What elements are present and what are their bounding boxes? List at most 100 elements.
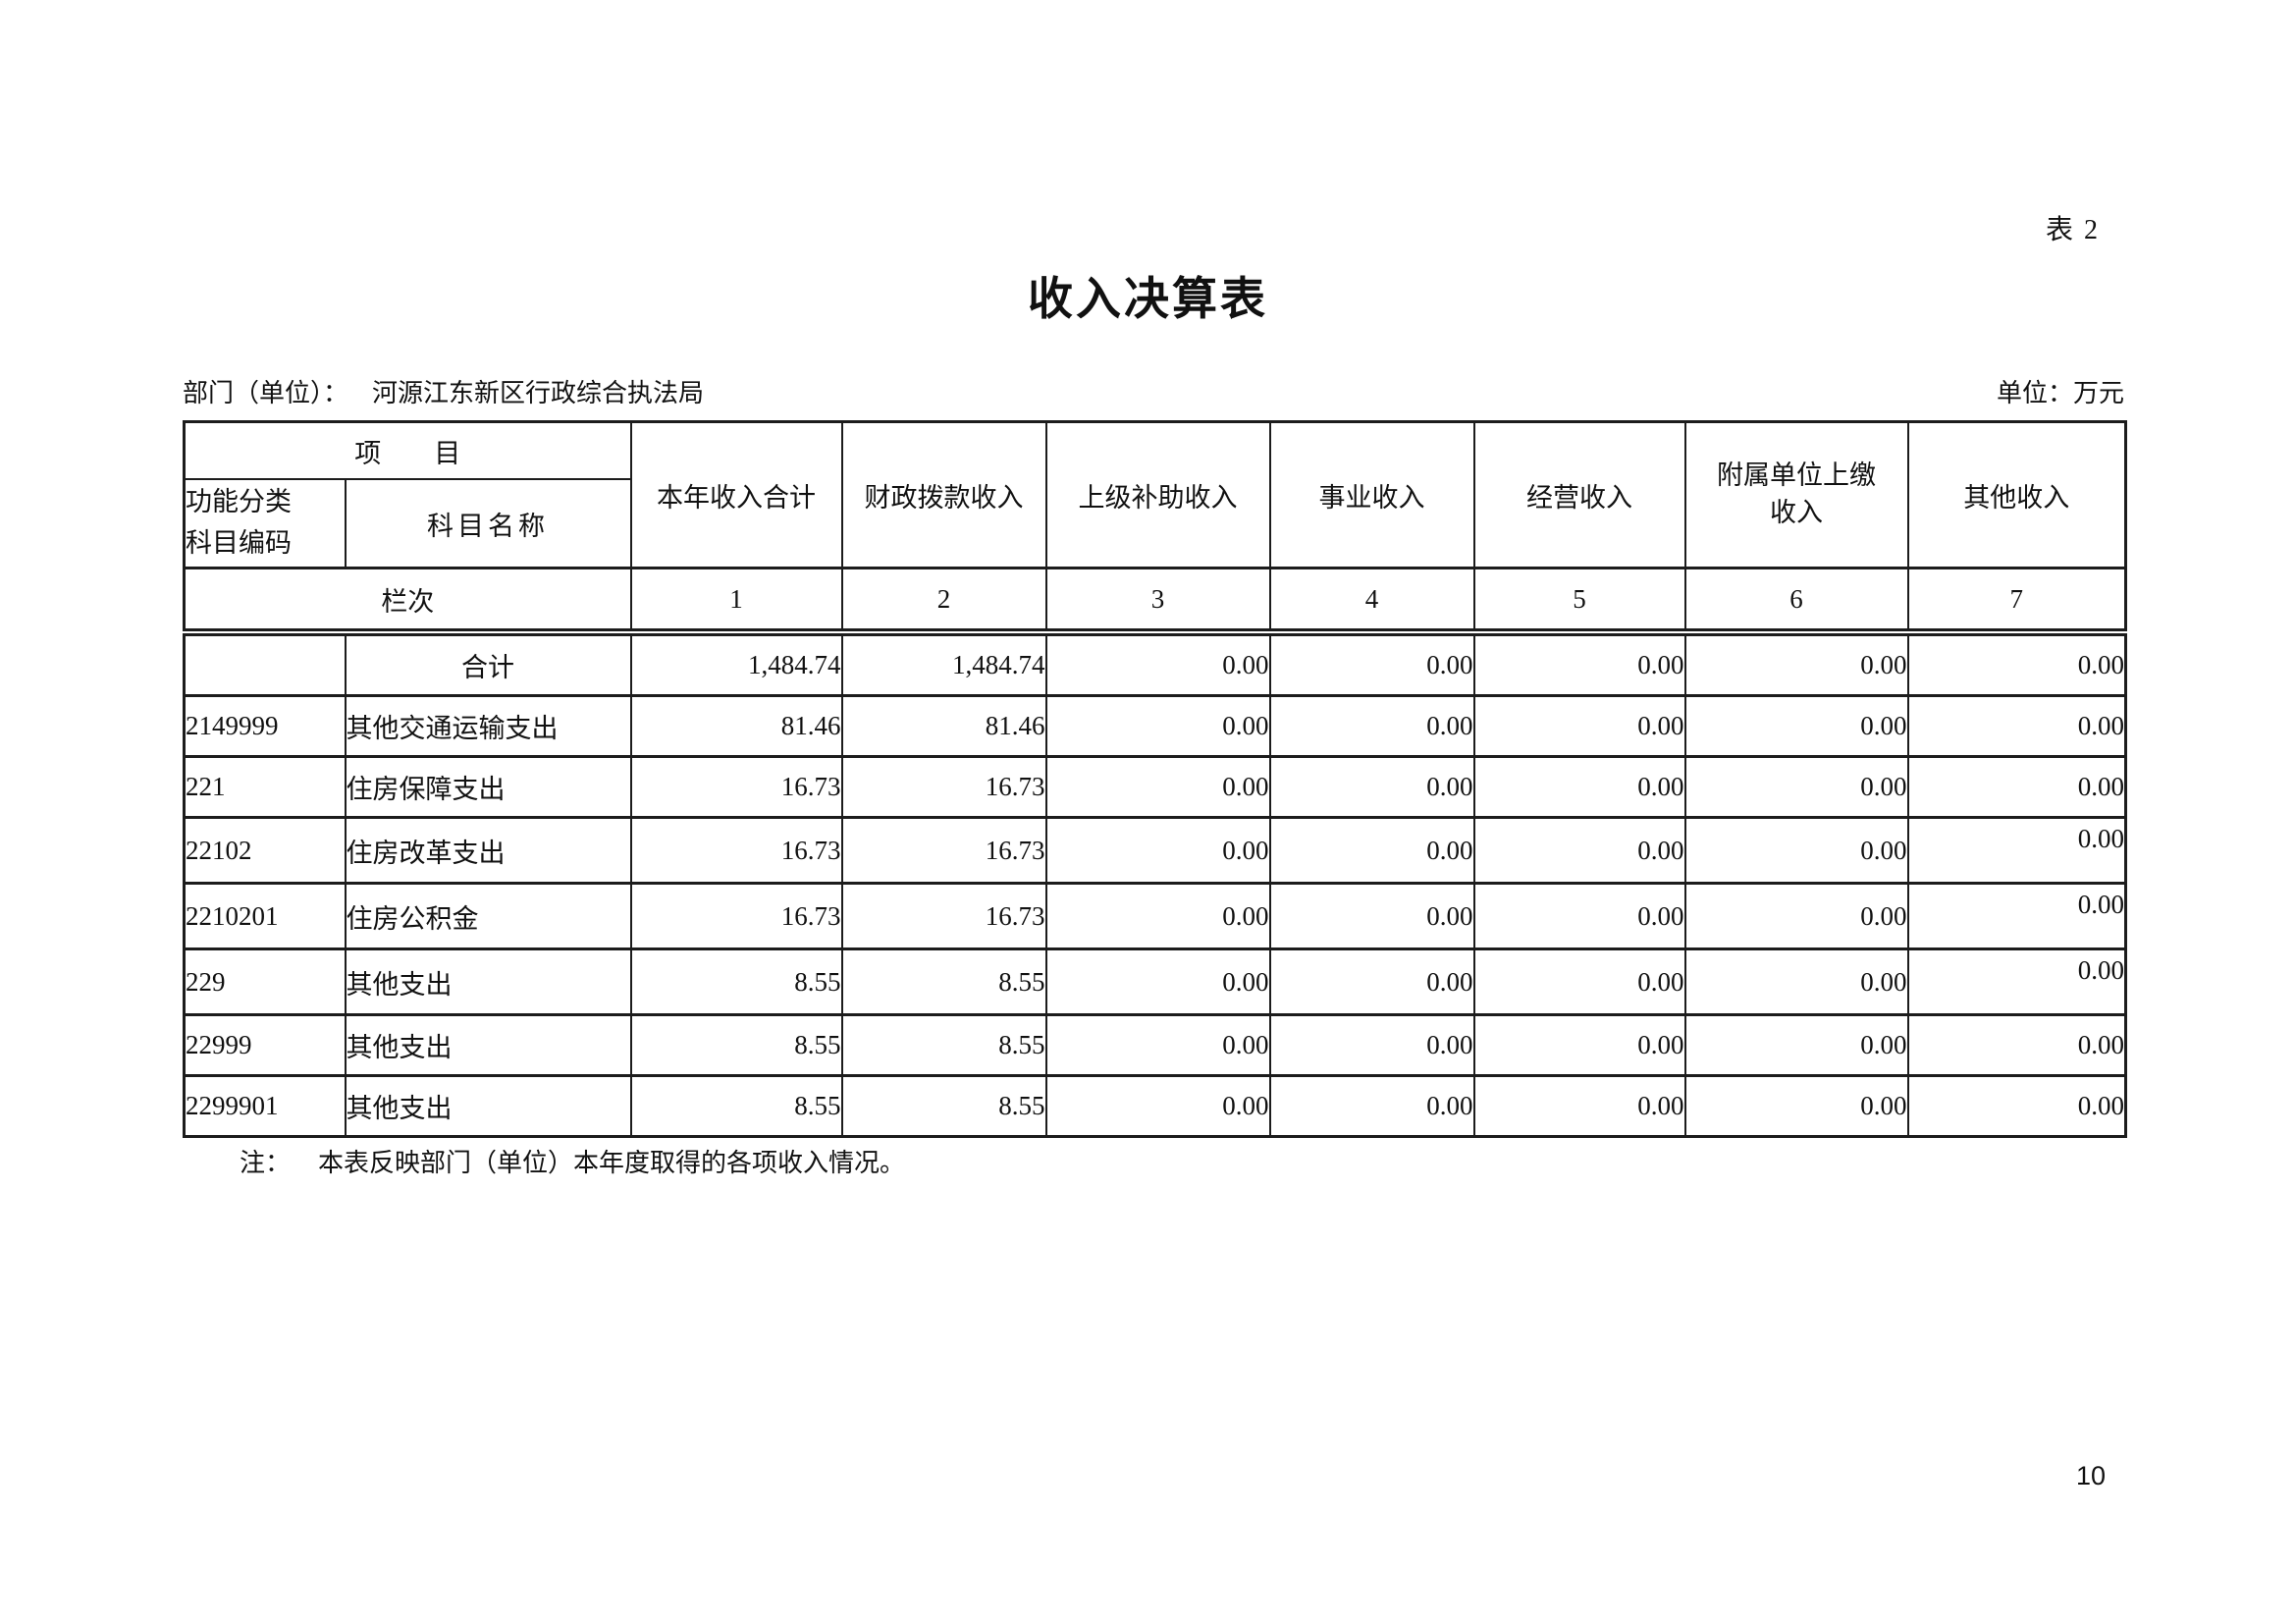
- function-code-cell: 22102: [183, 816, 347, 885]
- table-row: 2299901 其他支出 8.55 8.55 0.00 0.00 0.00 0.00 0.00: [183, 1074, 2127, 1138]
- header-row-subjects: 功能分类 科目编码 科目名称: [183, 478, 2126, 569]
- header-col-other-income: 其他收入: [1906, 420, 2127, 569]
- function-code-cell: 229: [183, 947, 347, 1016]
- value-cell: 0.00: [1044, 882, 1271, 950]
- value-cell: 0.00: [1906, 947, 2127, 1016]
- subject-name-cell: 其他支出: [344, 947, 632, 1016]
- table-row: 22999 其他支出 8.55 8.55 0.00 0.00 0.00 0.00 0.00: [183, 1013, 2127, 1077]
- lanci-4: 4: [1268, 567, 1475, 636]
- value-cell: 0.00: [1044, 694, 1271, 758]
- table-row: 221 住房保障支出 16.73 16.73 0.00 0.00 0.00 0.00 0.00: [183, 755, 2127, 819]
- value-cell: 0.00: [1906, 694, 2127, 758]
- value-cell: 0.00: [1906, 630, 2127, 697]
- value-cell: 0.00: [1472, 755, 1686, 819]
- value-cell: 0.00: [1683, 816, 1909, 885]
- value-cell: 0.00: [1268, 1074, 1475, 1138]
- function-code-cell: 221: [183, 755, 347, 819]
- note-label: 注：: [240, 1149, 292, 1177]
- value-cell: 1,484.74: [629, 630, 843, 697]
- lanci-1: 1: [629, 567, 843, 636]
- value-cell: 0.00: [1683, 882, 1909, 950]
- header-col-superior-subsidy: 上级补助收入: [1044, 420, 1271, 569]
- value-cell: 8.55: [629, 947, 843, 1016]
- header-col-fiscal-appropriation: 财政拨款收入: [840, 420, 1047, 569]
- unit-label: 单位：万元: [1996, 379, 2124, 407]
- table-row: 2210201 住房公积金 16.73 16.73 0.00 0.00 0.00 0.00 0.…: [183, 882, 2127, 950]
- value-cell: 16.73: [629, 816, 843, 885]
- value-cell: 0.00: [1906, 816, 2127, 885]
- value-cell: 0.00: [1472, 1074, 1686, 1138]
- value-cell: 0.00: [1906, 882, 2127, 950]
- function-code-cell: 22999: [183, 1013, 347, 1077]
- table-row: 22102 住房改革支出 16.73 16.73 0.00 0.00 0.00 0.00 0.0…: [183, 816, 2127, 885]
- header-col-total-income: 本年收入合计: [629, 420, 843, 569]
- department-line: 部门（单位）： 河源江东新区行政综合执法局: [183, 373, 704, 409]
- value-cell: 0.00: [1683, 1013, 1909, 1077]
- header-col-affiliated-unit-payment: 附属单位上缴 收入: [1683, 420, 1909, 569]
- note-text: 本表反映部门（单位）本年度取得的各项收入情况。: [318, 1149, 906, 1177]
- subject-name-cell: 合计: [344, 630, 632, 697]
- value-cell: 1,484.74: [840, 630, 1047, 697]
- value-cell: 0.00: [1268, 630, 1475, 697]
- value-cell: 0.00: [1683, 947, 1909, 1016]
- value-cell: 16.73: [840, 882, 1047, 950]
- value-cell: 0.00: [1906, 755, 2127, 819]
- value-cell: 0.00: [1268, 1013, 1475, 1077]
- value-cell: 8.55: [629, 1074, 843, 1138]
- subject-name-cell: 住房公积金: [344, 882, 632, 950]
- value-cell: 0.00: [1044, 1013, 1271, 1077]
- header-subject-name: 科目名称: [344, 478, 632, 569]
- subject-name-cell: 其他支出: [344, 1074, 632, 1138]
- value-cell: 16.73: [840, 755, 1047, 819]
- value-cell: 8.55: [840, 1013, 1047, 1077]
- value-cell: 0.00: [1044, 755, 1271, 819]
- function-code-cell: [183, 630, 347, 697]
- function-code-cell: 2210201: [183, 882, 347, 950]
- value-cell: 8.55: [840, 947, 1047, 1016]
- value-cell: 0.00: [1683, 694, 1909, 758]
- function-code-cell: 2149999: [183, 694, 347, 758]
- function-code-cell: 2299901: [183, 1074, 347, 1138]
- header-row-lanci: 栏次 1 2 3 4 5 6 7: [183, 567, 2127, 636]
- department-label: 部门（单位）：: [183, 379, 349, 407]
- table-row: 2149999 其他交通运输支出 81.46 81.46 0.00 0.00 0.00 0.0…: [183, 694, 2127, 758]
- value-cell: 0.00: [1044, 947, 1271, 1016]
- value-cell: 0.00: [1472, 947, 1686, 1016]
- value-cell: 0.00: [1044, 816, 1271, 885]
- value-cell: 81.46: [629, 694, 843, 758]
- value-cell: 8.55: [629, 1013, 843, 1077]
- header-function-code: 功能分类 科目编码: [183, 478, 347, 569]
- value-cell: 81.46: [840, 694, 1047, 758]
- header-row-project: 项 目 本年收入合计 财政拨款收入 上级补助收入 事业收入 经营收入 附属单位上…: [183, 420, 2127, 569]
- value-cell: 0.00: [1044, 1074, 1271, 1138]
- value-cell: 0.00: [1472, 694, 1686, 758]
- meta-row: 部门（单位）： 河源江东新区行政综合执法局 单位：万元: [183, 373, 2124, 409]
- value-cell: 0.00: [1683, 1074, 1909, 1138]
- value-cell: 8.55: [840, 1074, 1047, 1138]
- value-cell: 0.00: [1683, 755, 1909, 819]
- value-cell: 0.00: [1268, 694, 1475, 758]
- value-cell: 16.73: [629, 755, 843, 819]
- value-cell: 16.73: [629, 882, 843, 950]
- value-cell: 0.00: [1683, 630, 1909, 697]
- page-title: 收入决算表: [1028, 274, 1268, 324]
- lanci-5: 5: [1472, 567, 1686, 636]
- lanci-3: 3: [1044, 567, 1271, 636]
- value-cell: 0.00: [1472, 630, 1686, 697]
- value-cell: 0.00: [1044, 630, 1271, 697]
- header-project: 项 目: [183, 420, 632, 480]
- value-cell: 0.00: [1906, 1074, 2127, 1138]
- lanci-7: 7: [1906, 567, 2127, 636]
- department-value: 河源江东新区行政综合执法局: [372, 379, 705, 407]
- revenue-table: 项 目 本年收入合计 财政拨款收入 上级补助收入 事业收入 经营收入 附属单位上…: [183, 420, 2127, 1138]
- note-line: 注： 本表反映部门（单位）本年度取得的各项收入情况。: [240, 1143, 905, 1179]
- subject-name-cell: 其他交通运输支出: [344, 694, 632, 758]
- table-row: 229 其他支出 8.55 8.55 0.00 0.00 0.00 0.00 0.00: [183, 947, 2127, 1016]
- lanci-6: 6: [1683, 567, 1909, 636]
- value-cell: 0.00: [1472, 1013, 1686, 1077]
- subject-name-cell: 住房改革支出: [344, 816, 632, 885]
- subject-name-cell: 住房保障支出: [344, 755, 632, 819]
- header-col-operating-income: 经营收入: [1472, 420, 1686, 569]
- value-cell: 0.00: [1268, 755, 1475, 819]
